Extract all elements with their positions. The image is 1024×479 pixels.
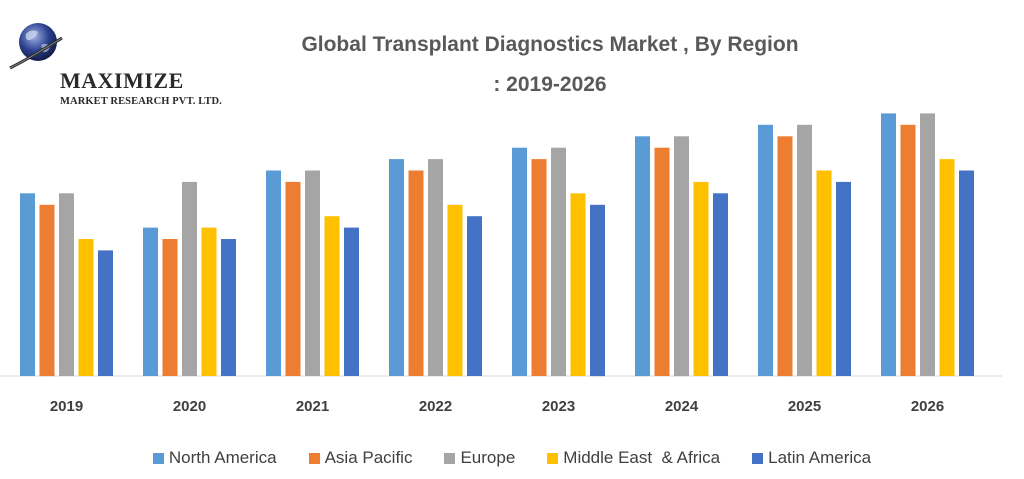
legend-label: North America (168, 448, 277, 467)
bar-2026-europe (920, 113, 935, 377)
chart-subtitle: : 2019-2026 (493, 73, 607, 96)
legend-label: Asia Pacific (324, 448, 413, 467)
bar-2025-latin-america (836, 181, 851, 376)
legend-item: Asia Pacific (308, 448, 413, 468)
bar-2024-latin-america (713, 193, 728, 376)
logo-name: MAXIMIZE (60, 68, 184, 93)
legend-swatch (547, 452, 559, 464)
bar-2019-middle-east-africa (78, 239, 94, 376)
bar-2025-north-america (758, 124, 773, 376)
legend-item: Latin America (752, 448, 871, 468)
bar-2022-asia-pacific (408, 170, 424, 376)
legend-swatch (752, 452, 764, 464)
bar-2024-middle-east-africa (693, 181, 709, 376)
bar-2025-europe (797, 124, 812, 376)
bars-group (20, 113, 974, 377)
x-tick-label: 2022 (419, 398, 452, 415)
bar-2020-asia-pacific (162, 239, 178, 376)
x-tick-labels: 2019 2020 2021 2022 2023 2024 2025 2026 (50, 398, 944, 415)
bar-2022-latin-america (467, 216, 482, 376)
bar-2022-middle-east-africa (447, 204, 463, 377)
bar-2023-europe (551, 147, 566, 376)
globe-icon (9, 23, 63, 70)
legend-swatch (152, 452, 164, 464)
legend-item: Middle East & Africa (547, 448, 720, 468)
legend-item: Europe (444, 448, 515, 468)
x-tick-label: 2020 (173, 398, 206, 415)
bar-2024-north-america (635, 136, 650, 377)
bar-2024-asia-pacific (654, 147, 670, 376)
logo-subtitle: MARKET RESEARCH PVT. LTD. (60, 96, 222, 107)
x-tick-label: 2025 (788, 398, 821, 415)
bar-2023-north-america (512, 147, 527, 376)
bar-2025-middle-east-africa (816, 170, 832, 376)
x-tick-label: 2023 (542, 398, 575, 415)
bar-2020-europe (182, 181, 197, 376)
legend-label: Europe (460, 448, 516, 467)
legend-swatch (444, 452, 456, 464)
logo: MAXIMIZE MARKET RESEARCH PVT. LTD. (8, 18, 248, 107)
bar-2021-europe (305, 170, 320, 376)
bar-2023-middle-east-africa (570, 193, 586, 376)
bar-2022-europe (428, 159, 443, 376)
x-tick-label: 2021 (296, 398, 329, 415)
chart-title: Global Transplant Diagnostics Market , B… (301, 33, 799, 56)
bar-2021-asia-pacific (285, 181, 301, 376)
bar-2025-asia-pacific (777, 136, 793, 377)
bar-2023-asia-pacific (531, 159, 547, 376)
bar-2023-latin-america (590, 204, 605, 377)
x-tick-label: 2024 (665, 398, 699, 415)
bar-2026-middle-east-africa (939, 159, 955, 376)
bar-2021-middle-east-africa (324, 216, 340, 376)
bar-2020-latin-america (221, 239, 236, 376)
bar-2026-asia-pacific (900, 124, 916, 376)
bar-2020-middle-east-africa (201, 227, 217, 376)
bar-2022-north-america (389, 159, 404, 376)
legend-label: Latin America (768, 448, 872, 467)
bar-2019-north-america (20, 193, 35, 376)
bar-2019-asia-pacific (39, 204, 55, 377)
legend: North America Asia Pacific Europe Middle Ea… (0, 448, 1024, 468)
legend-swatch (308, 452, 320, 464)
bar-2024-europe (674, 136, 689, 377)
bar-2020-north-america (143, 227, 158, 376)
bar-2021-latin-america (344, 227, 359, 376)
bar-chart: 2019 2020 2021 2022 2023 2024 2025 2026 (0, 113, 1002, 415)
legend-item: North America (152, 448, 277, 468)
bar-2026-north-america (881, 113, 896, 377)
x-tick-label: 2019 (50, 398, 83, 415)
legend-label: Middle East & Africa (563, 448, 721, 467)
bar-2026-latin-america (959, 170, 974, 376)
bar-2021-north-america (266, 170, 281, 376)
bar-2019-latin-america (98, 250, 113, 376)
x-tick-label: 2026 (911, 398, 944, 415)
bar-2019-europe (59, 193, 74, 376)
